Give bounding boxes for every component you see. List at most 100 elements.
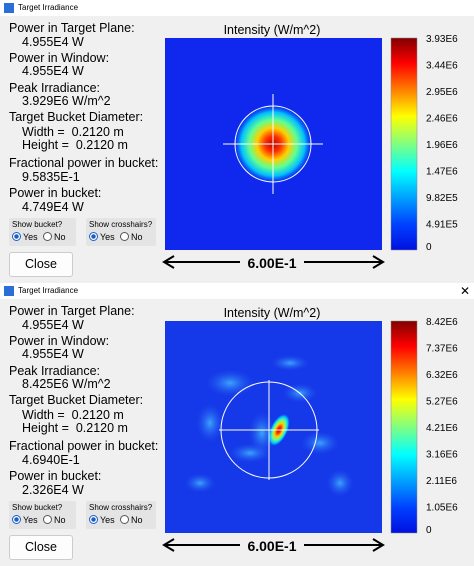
radio-group-label: Show crosshairs? <box>89 220 153 229</box>
plot-title: Intensity (W/m^2) <box>224 306 321 320</box>
colorbar <box>390 37 418 251</box>
info-line: Fractional power in bucket: <box>9 439 159 453</box>
scale-label-bg <box>240 536 304 554</box>
radio-group: Show bucket? Yes No <box>9 501 76 529</box>
info-line: 4.955E4 W <box>22 64 84 78</box>
radio-yes[interactable]: Yes <box>89 232 115 242</box>
speckle <box>184 473 216 493</box>
scale-label: 6.00E-1 <box>247 538 296 554</box>
colorbar-label: 7.37E6 <box>426 344 458 355</box>
info-line: Power in Window: <box>9 51 110 65</box>
colorbar-label: 3.93E6 <box>426 34 458 45</box>
close-button[interactable]: Close <box>9 535 73 560</box>
app-icon <box>4 3 14 13</box>
plot-title: Intensity (W/m^2) <box>224 23 321 37</box>
colorbar-label: 3.44E6 <box>426 61 458 72</box>
radio-no[interactable]: No <box>120 232 143 242</box>
radio-dot <box>120 515 129 524</box>
radio-yes[interactable]: Yes <box>12 515 38 525</box>
info-line: 9.5835E-1 <box>22 170 80 184</box>
window-title: Target Irradiance <box>18 286 79 295</box>
info-line: Height = 0.2120 m <box>22 138 128 152</box>
radio-group-label: Show bucket? <box>12 220 63 229</box>
title-bar: Target Irradiance ✕ <box>0 283 474 299</box>
close-window-button[interactable]: ✕ <box>459 284 470 298</box>
info-line: Peak Irradiance: <box>9 81 101 95</box>
radio-yes[interactable]: Yes <box>12 232 38 242</box>
radio-dot <box>89 232 98 241</box>
colorbar-label: 0 <box>426 525 432 536</box>
radio-text: Yes <box>100 515 115 525</box>
radio-group-label: Show bucket? <box>12 503 63 512</box>
info-line: 4.749E4 W <box>22 200 84 214</box>
colorbar-label: 8.42E6 <box>426 317 458 328</box>
radio-dot <box>12 515 21 524</box>
colorbar-label: 0 <box>426 242 432 253</box>
radio-no[interactable]: No <box>43 515 66 525</box>
app-icon <box>4 286 14 296</box>
colorbar-label: 9.82E5 <box>426 193 458 204</box>
info-line: Power in Window: <box>9 334 110 348</box>
info-line: Power in bucket: <box>9 186 102 200</box>
info-line: 8.425E6 W/m^2 <box>22 377 111 391</box>
title-bar: Target Irradiance <box>0 0 474 16</box>
info-line: Width = 0.2120 m <box>22 125 124 139</box>
arrow-head <box>162 255 385 269</box>
window: Target Irradiance ✕ Power in Target Plane:… <box>0 283 474 566</box>
colorbar-label: 1.05E6 <box>426 503 458 514</box>
info-line: Fractional power in bucket: <box>9 156 159 170</box>
radio-text: No <box>54 515 66 525</box>
info-line: Target Bucket Diameter: <box>9 393 144 407</box>
colorbar-label: 6.32E6 <box>426 370 458 381</box>
window-title: Target Irradiance <box>18 3 79 12</box>
radio-text: Yes <box>23 515 38 525</box>
colorbar-label: 1.96E6 <box>426 140 458 151</box>
close-button[interactable]: Close <box>9 252 73 277</box>
info-line: Power in bucket: <box>9 469 102 483</box>
radio-group: Show crosshairs? Yes No <box>86 501 156 529</box>
radio-text: Yes <box>100 232 115 242</box>
radio-dot <box>43 232 52 241</box>
info-line: 4.955E4 W <box>22 347 84 361</box>
arrow-head <box>162 538 385 552</box>
speckle <box>270 355 310 371</box>
radio-text: Yes <box>23 232 38 242</box>
info-line: Peak Irradiance: <box>9 364 101 378</box>
info-line: Width = 0.2120 m <box>22 408 124 422</box>
radio-dot <box>12 232 21 241</box>
colorbar-label: 4.91E5 <box>426 220 458 231</box>
radio-text: No <box>131 232 143 242</box>
colorbar-label: 1.47E6 <box>426 167 458 178</box>
info-line: Height = 0.2120 m <box>22 421 128 435</box>
radio-text: No <box>131 515 143 525</box>
info-line: 3.929E6 W/m^2 <box>22 94 111 108</box>
info-line: Power in Target Plane: <box>9 304 135 318</box>
colorbar-label: 3.16E6 <box>426 450 458 461</box>
radio-text: No <box>54 232 66 242</box>
colorbar-label: 2.46E6 <box>426 114 458 125</box>
colorbar-label: 2.11E6 <box>426 476 457 487</box>
radio-yes[interactable]: Yes <box>89 515 115 525</box>
info-line: 4.955E4 W <box>22 318 84 332</box>
info-line: Target Bucket Diameter: <box>9 110 144 124</box>
plot: Intensity (W/m^2) 8.42E6 7.37E6 6.32E6 5.27E… <box>162 306 458 554</box>
colorbar-label: 2.95E6 <box>426 87 458 98</box>
speckle <box>205 369 255 397</box>
radio-group-label: Show crosshairs? <box>89 503 153 512</box>
colorbar-label: 5.27E6 <box>426 397 458 408</box>
speckle <box>300 431 340 455</box>
radio-no[interactable]: No <box>120 515 143 525</box>
radio-group: Show crosshairs? Yes No <box>86 218 156 246</box>
colorbar <box>390 320 418 534</box>
plot: Intensity (W/m^2) 3.93E6 3.44E6 2.95E6 2.46E… <box>162 23 458 271</box>
radio-dot <box>89 515 98 524</box>
radio-no[interactable]: No <box>43 232 66 242</box>
info-line: Power in Target Plane: <box>9 21 135 35</box>
radio-group: Show bucket? Yes No <box>9 218 76 246</box>
scale-label-bg <box>240 253 304 271</box>
colorbar-label: 4.21E6 <box>426 423 458 434</box>
info-line: 2.326E4 W <box>22 483 84 497</box>
speckle <box>326 469 354 497</box>
info-line: 4.6940E-1 <box>22 453 80 467</box>
